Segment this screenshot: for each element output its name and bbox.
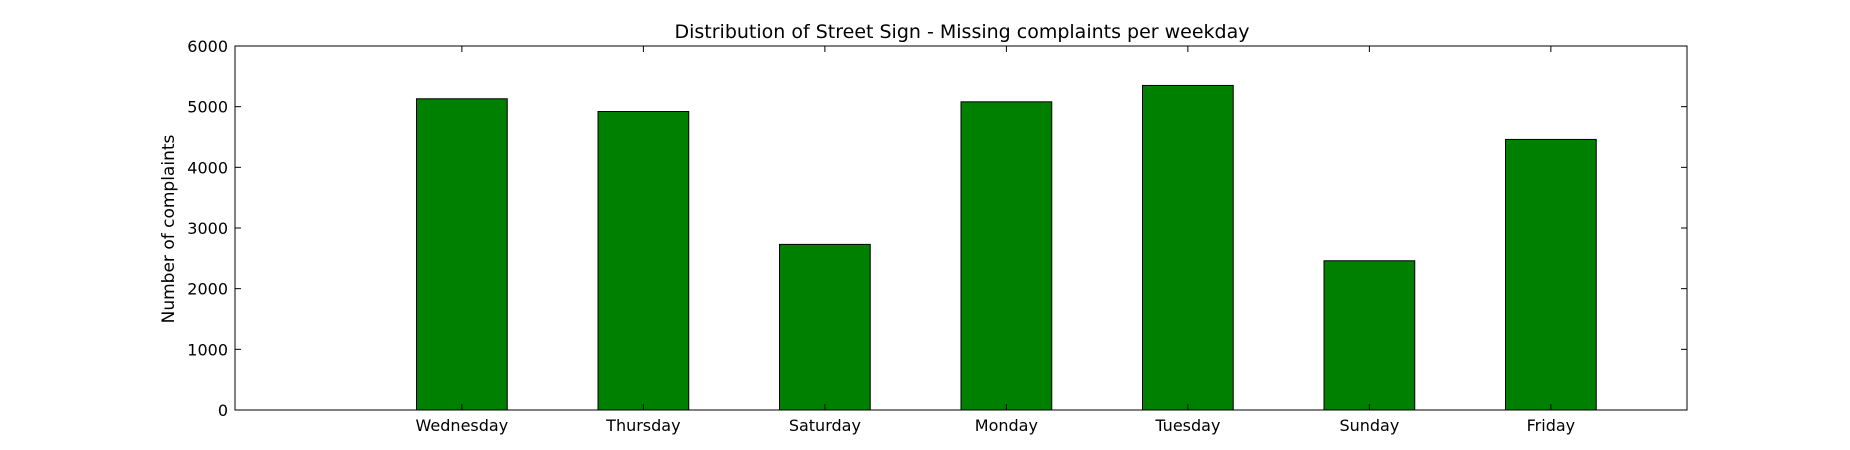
y-tick-label: 5000 <box>187 98 228 117</box>
y-axis-title: Number of complaints <box>159 134 179 323</box>
x-tick-label-saturday: Saturday <box>789 416 861 435</box>
bar-sunday <box>1323 260 1416 411</box>
y-tick-label: 4000 <box>187 158 228 177</box>
y-tick-label: 2000 <box>187 280 228 299</box>
x-tick-label-thursday: Thursday <box>605 416 680 435</box>
chart-title: Distribution of Street Sign - Missing co… <box>674 21 1249 43</box>
x-tick-label-wednesday: Wednesday <box>416 416 509 435</box>
bar-thursday <box>597 111 690 411</box>
y-tick-label: 1000 <box>187 340 228 359</box>
bar-wednesday <box>416 98 508 411</box>
bar-saturday <box>779 243 871 411</box>
bar-friday <box>1505 138 1597 411</box>
x-tick-label-sunday: Sunday <box>1339 416 1399 435</box>
bar-monday <box>960 101 1053 411</box>
bar-tuesday <box>1142 84 1234 411</box>
x-tick-label-friday: Friday <box>1527 416 1576 435</box>
y-tick-label: 6000 <box>187 37 228 56</box>
x-tick-label-tuesday: Tuesday <box>1154 416 1220 435</box>
y-tick-label: 0 <box>218 401 228 420</box>
plot-area: 0 1000 2000 3000 4000 5000 6000 Wednesday Thursd… <box>187 37 1688 435</box>
y-tick-label: 3000 <box>187 219 228 238</box>
x-tick-label-monday: Monday <box>975 416 1038 435</box>
